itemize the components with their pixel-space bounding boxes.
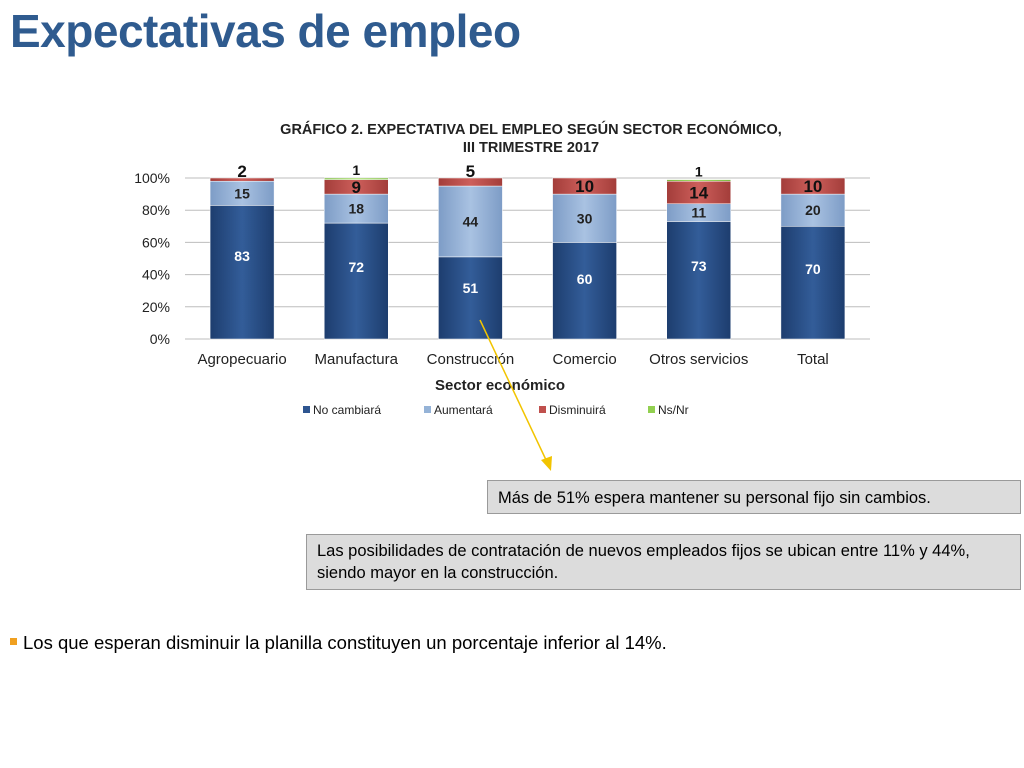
callout-text: Las posibilidades de contratación de nue… bbox=[317, 542, 970, 582]
y-tick-label: 80% bbox=[142, 202, 170, 218]
bar-segment-disminuir- bbox=[438, 177, 503, 187]
y-tick-label: 100% bbox=[134, 170, 170, 186]
bar-segment-no-cambiar- bbox=[438, 256, 503, 340]
bullet-item: Los que esperan disminuir la planilla co… bbox=[10, 632, 667, 654]
data-label: 70 bbox=[805, 261, 821, 277]
x-tick-label: Construcción bbox=[427, 351, 515, 368]
bar-segment-disminuir- bbox=[780, 177, 846, 195]
bar-segment-ns-nr bbox=[324, 177, 389, 180]
chart-title-line-1: GRÁFICO 2. EXPECTATIVA DEL EMPLEO SEGÚN … bbox=[280, 120, 782, 138]
bar-segment-no-cambiar- bbox=[209, 205, 275, 340]
data-label: 60 bbox=[577, 271, 593, 287]
legend-swatch bbox=[303, 406, 310, 413]
data-label: 18 bbox=[348, 201, 364, 217]
data-label: 11 bbox=[691, 205, 706, 221]
data-label: 30 bbox=[577, 210, 593, 226]
data-label: 2 bbox=[237, 162, 246, 181]
legend-label: Disminuirá bbox=[549, 403, 606, 417]
data-label: 5 bbox=[466, 162, 475, 181]
legend-label: Aumentará bbox=[434, 403, 493, 417]
bullet-text: Los que esperan disminuir la planilla co… bbox=[23, 632, 667, 653]
x-tick-label: Total bbox=[797, 351, 829, 368]
callout-box-contratacion: Las posibilidades de contratación de nue… bbox=[306, 534, 1021, 590]
data-label: 15 bbox=[234, 185, 250, 201]
data-label: 72 bbox=[348, 259, 364, 275]
data-label: 14 bbox=[689, 183, 708, 202]
callout-text: Más de 51% espera mantener su personal f… bbox=[498, 489, 931, 507]
callout-box-personal-fijo: Más de 51% espera mantener su personal f… bbox=[487, 480, 1021, 514]
arrow-down-right-icon bbox=[479, 319, 552, 471]
data-label: 9 bbox=[352, 178, 361, 197]
x-tick-label: Manufactura bbox=[315, 351, 399, 368]
data-label: 1 bbox=[695, 164, 703, 180]
x-tick-label: Otros servicios bbox=[649, 351, 748, 368]
legend-swatch bbox=[539, 406, 546, 413]
data-label: 83 bbox=[234, 248, 250, 264]
data-label: 10 bbox=[575, 177, 594, 196]
legend-swatch bbox=[648, 406, 655, 413]
chart-title-line-2: III TRIMESTRE 2017 bbox=[463, 140, 599, 156]
data-label: 44 bbox=[463, 213, 479, 229]
data-label: 10 bbox=[803, 177, 822, 196]
y-tick-label: 40% bbox=[142, 267, 170, 283]
bar-segment-aumentar- bbox=[438, 185, 503, 258]
bar-segment-no-cambiar- bbox=[324, 222, 389, 340]
legend-swatch bbox=[424, 406, 431, 413]
y-tick-label: 0% bbox=[150, 331, 170, 347]
bar-segment-disminuir- bbox=[209, 177, 275, 182]
bar-segment-no-cambiar- bbox=[780, 226, 846, 340]
x-tick-label: Comercio bbox=[552, 351, 616, 368]
bar-segment-disminuir- bbox=[552, 177, 617, 195]
data-label: 1 bbox=[352, 162, 360, 178]
x-axis-title: Sector económico bbox=[435, 377, 565, 394]
square-bullet-icon bbox=[10, 637, 17, 645]
y-tick-label: 20% bbox=[142, 299, 170, 315]
data-label: 51 bbox=[463, 280, 479, 296]
data-label: 73 bbox=[691, 258, 707, 274]
legend-label: Ns/Nr bbox=[658, 403, 689, 417]
bar-segment-aumentar- bbox=[780, 193, 846, 227]
y-tick-label: 60% bbox=[142, 234, 170, 250]
legend-label: No cambiará bbox=[313, 403, 381, 417]
bar-segment-no-cambiar- bbox=[666, 221, 731, 340]
slide-title: Expectativas de empleo bbox=[10, 5, 521, 57]
bar-segment-aumentar- bbox=[552, 193, 617, 243]
data-label: 20 bbox=[805, 202, 821, 218]
bar-segment-ns-nr bbox=[666, 179, 731, 182]
x-tick-label: Agropecuario bbox=[197, 351, 286, 368]
bar-segment-no-cambiar- bbox=[552, 242, 617, 340]
